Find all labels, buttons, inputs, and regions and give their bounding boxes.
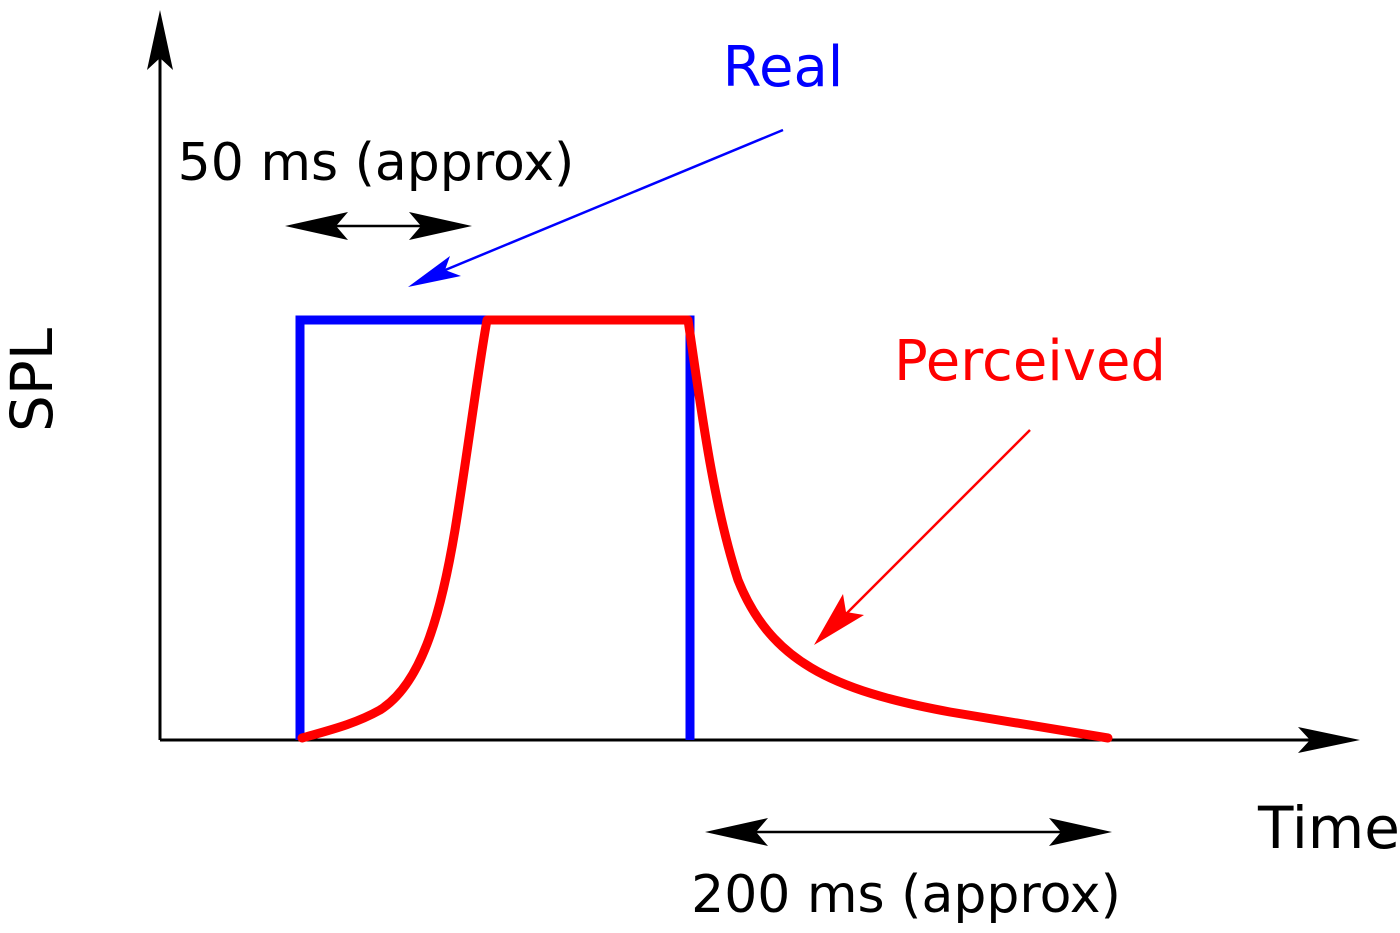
- real-pointer-arrow: [408, 128, 784, 287]
- offset-duration-arrow: [705, 818, 1112, 846]
- real-signal-curve: [295, 315, 695, 740]
- perceived-pointer-arrow: [814, 429, 1031, 645]
- x-axis-arrowhead: [1298, 727, 1360, 753]
- y-axis-arrowhead: [147, 10, 173, 70]
- offset-duration-label: 200 ms (approx): [691, 865, 1121, 925]
- x-axis-label: Time: [1257, 794, 1400, 862]
- y-axis-label: SPL: [0, 328, 66, 432]
- axes: [147, 10, 1360, 753]
- real-label: Real: [723, 35, 844, 100]
- onset-duration-label: 50 ms (approx): [178, 133, 575, 193]
- onset-duration-arrow: [285, 212, 472, 240]
- perceived-label: Perceived: [894, 329, 1166, 394]
- perceived-signal-curve: [297, 315, 1113, 743]
